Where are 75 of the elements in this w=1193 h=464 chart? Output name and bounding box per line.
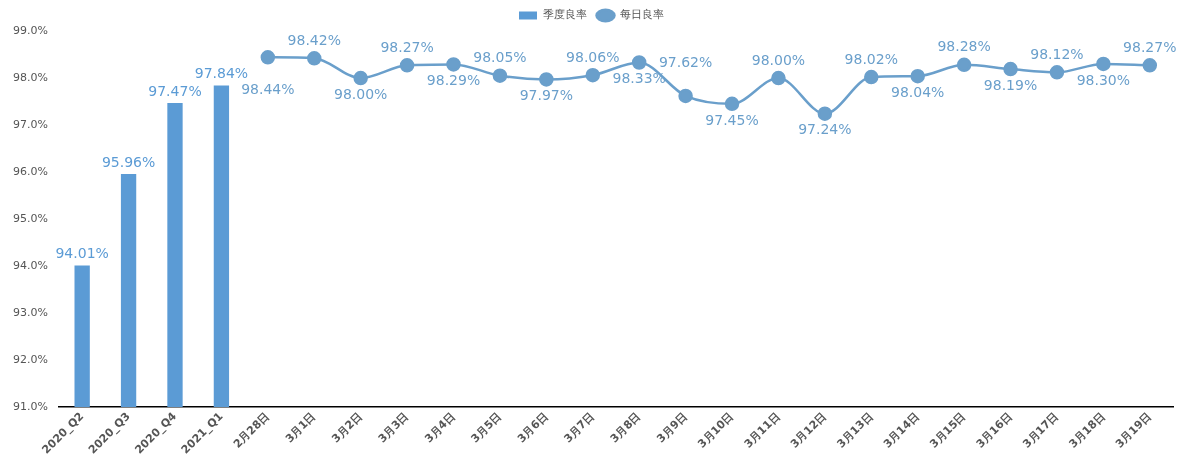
point: [864, 69, 879, 85]
point: [1049, 65, 1065, 80]
point: [585, 67, 601, 83]
x-tick-label: 3月2日: [329, 409, 365, 446]
x-tick-label: 3月1日: [282, 409, 319, 446]
point: [399, 58, 415, 73]
data-label: 98.33%: [612, 70, 666, 87]
data-label: 98.27%: [1123, 38, 1177, 55]
point: [1142, 58, 1158, 73]
y-tick-label: 91.0%: [12, 399, 48, 413]
point: [910, 68, 925, 84]
data-label: 97.84%: [194, 65, 249, 82]
data-label: 97.97%: [519, 87, 574, 104]
x-tick-label: 3月11日: [741, 409, 783, 451]
data-label: 97.45%: [705, 111, 759, 128]
y-tick-label: 94.0%: [12, 258, 48, 272]
x-tick-label: 3月14日: [880, 409, 922, 451]
y-tick-label: 93.0%: [12, 305, 48, 319]
data-label: 98.42%: [287, 31, 341, 48]
x-tick-label: 3月19日: [1112, 409, 1154, 451]
x-tick-label: 3月17日: [1020, 409, 1062, 451]
point: [492, 68, 508, 83]
data-label: 98.00%: [751, 51, 806, 68]
x-tick-label: 2月28日: [230, 409, 272, 451]
y-tick-label: 96.0%: [12, 164, 48, 178]
point: [446, 57, 461, 72]
data-label: 98.00%: [333, 85, 388, 102]
x-tick-label: 3月8日: [607, 409, 644, 446]
point: [956, 57, 972, 73]
x-tick-label: 3月3日: [375, 409, 412, 446]
data-label: 98.12%: [1030, 46, 1084, 63]
point: [307, 51, 322, 66]
data-label: 98.04%: [891, 83, 945, 100]
y-tick-label: 99.0%: [12, 23, 48, 37]
x-tick-label: 3月9日: [654, 409, 690, 446]
x-tick-label: 3月10日: [695, 409, 737, 451]
data-label: 94.01%: [55, 245, 109, 262]
data-label: 98.30%: [1076, 71, 1131, 88]
y-tick-label: 95.0%: [12, 211, 48, 225]
point: [771, 70, 786, 86]
x-tick-label: 3月4日: [422, 409, 458, 446]
data-label: 98.06%: [566, 48, 620, 65]
x-tick-label: 3月13日: [834, 409, 876, 451]
data-label: 97.24%: [798, 121, 852, 138]
data-label: 95.96%: [101, 153, 156, 170]
x-tick-label: 3月15日: [927, 409, 969, 451]
x-tick-label: 3月16日: [973, 409, 1015, 451]
data-label: 98.19%: [983, 76, 1038, 93]
data-label: 98.27%: [380, 38, 434, 55]
point: [724, 96, 740, 112]
y-tick-label: 97.0%: [12, 117, 48, 131]
y-tick-label: 92.0%: [12, 352, 48, 366]
data-label: 98.02%: [844, 50, 898, 67]
data-label: 98.05%: [473, 49, 527, 66]
data-label: 98.28%: [937, 38, 991, 55]
legend-label: 季度良率: [542, 8, 587, 22]
point: [817, 106, 833, 121]
point: [353, 70, 368, 86]
x-tick-label: 3月6日: [514, 409, 551, 446]
point: [678, 88, 693, 104]
data-label: 98.44%: [241, 80, 295, 97]
data-label: 98.29%: [426, 72, 481, 89]
data-label: 97.62%: [658, 53, 713, 70]
data-label: 97.47%: [148, 82, 202, 99]
point: [1003, 61, 1018, 77]
x-tick-label: 3月12日: [788, 409, 829, 451]
point: [539, 72, 554, 87]
x-tick-label: 3月7日: [561, 409, 597, 446]
y-tick-label: 98.0%: [12, 70, 48, 84]
point: [631, 55, 647, 70]
point: [260, 50, 276, 65]
x-tick-label: 3月5日: [468, 409, 505, 446]
point: [1096, 56, 1111, 72]
legend-label: 每日良率: [620, 8, 664, 22]
x-tick-label: 3月18日: [1066, 409, 1108, 451]
